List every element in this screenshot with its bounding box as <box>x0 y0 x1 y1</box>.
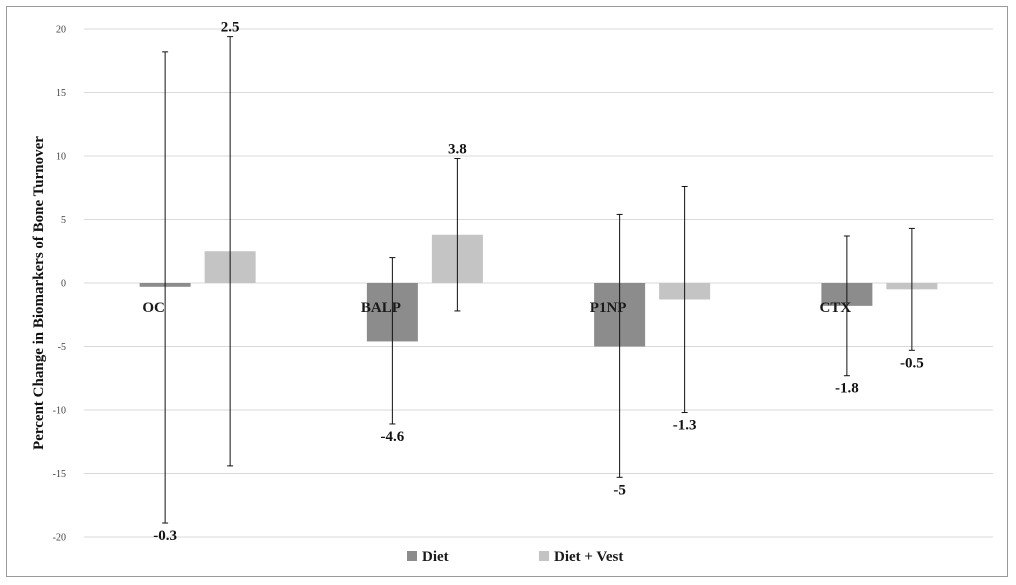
data-label: -1.3 <box>673 418 697 434</box>
y-axis-ticks: 20 15 10 5 0 -5 -10 -15 -20 <box>53 25 66 544</box>
data-label: 3.8 <box>448 142 467 158</box>
error-bars <box>162 36 915 524</box>
data-label: -4.6 <box>381 429 405 445</box>
legend-swatch <box>539 551 549 561</box>
y-tick-label: -5 <box>58 342 66 353</box>
y-tick-label: -20 <box>53 533 66 544</box>
data-label: -1.8 <box>835 381 859 397</box>
y-tick-label: -15 <box>53 469 66 480</box>
legend-label: Diet <box>422 549 449 565</box>
category-label: CTX <box>820 300 852 316</box>
data-label: 2.5 <box>221 20 240 36</box>
category-label: OC <box>142 300 165 316</box>
legend-swatch <box>407 551 417 561</box>
legend: Diet Diet + Vest <box>407 549 623 565</box>
y-tick-label: -10 <box>53 406 66 417</box>
y-tick-label: 20 <box>56 25 66 36</box>
y-tick-label: 10 <box>56 152 66 163</box>
y-tick-label: 15 <box>56 88 66 99</box>
category-label: P1NP <box>590 300 627 316</box>
y-tick-label: 0 <box>61 279 66 290</box>
category-label: BALP <box>361 300 401 316</box>
y-axis-label: Percent Change in Biomarkers of Bone Tur… <box>31 136 47 450</box>
gridlines <box>84 28 993 538</box>
data-label: -5 <box>613 482 626 498</box>
category-labels: OC BALP P1NP CTX <box>142 300 851 316</box>
data-labels: -0.3 2.5 -4.6 3.8 -5 -1.3 -1.8 -0.5 <box>153 20 924 544</box>
bars <box>139 234 938 347</box>
data-label: -0.3 <box>153 528 177 544</box>
legend-label: Diet + Vest <box>554 549 623 565</box>
data-label: -0.5 <box>900 355 924 371</box>
y-tick-label: 5 <box>61 215 66 226</box>
